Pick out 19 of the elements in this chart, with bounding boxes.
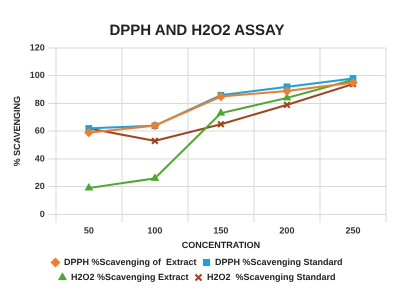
legend-label: H2O2 %Scavenging Extract — [70, 272, 189, 282]
y-axis-title: % SCAVENGING — [12, 96, 22, 166]
y-tick-label: 20 — [34, 181, 45, 192]
y-tick-label: 0 — [40, 208, 45, 219]
x-tick-label: 250 — [345, 225, 360, 236]
y-tick-label: 60 — [34, 126, 45, 136]
x-tick-label: 200 — [279, 225, 294, 236]
legend-label: H2O2 %Scavenging Standard — [207, 272, 336, 282]
y-tick-label: 80 — [34, 98, 45, 108]
chart-title: DPPH AND H2O2 ASSAY — [109, 22, 285, 40]
legend-label: DPPH %Scavenging Standard — [215, 256, 343, 267]
x-tick-label: 150 — [213, 225, 228, 236]
x-axis-title: CONCENTRATION — [182, 240, 260, 250]
y-tick-label: 120 — [30, 42, 45, 52]
x-tick-label: 50 — [84, 225, 94, 236]
x-tick-label: 100 — [147, 225, 162, 236]
legend-label: DPPH %Scavenging of Extract — [64, 256, 197, 267]
y-tick-label: 100 — [30, 70, 45, 80]
y-tick-label: 40 — [34, 153, 45, 164]
